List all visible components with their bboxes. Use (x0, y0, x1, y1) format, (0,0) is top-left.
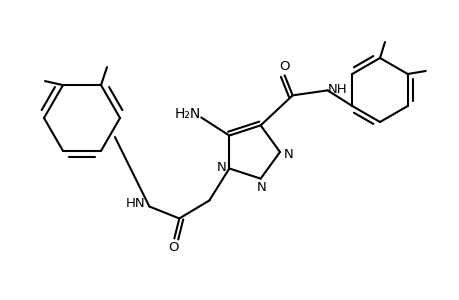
Text: N: N (284, 148, 293, 160)
Text: H₂N: H₂N (174, 106, 200, 121)
Text: HN: HN (125, 197, 145, 210)
Text: N: N (256, 181, 266, 194)
Text: O: O (279, 60, 289, 73)
Text: NH: NH (327, 83, 347, 96)
Text: O: O (168, 241, 178, 254)
Text: N: N (216, 161, 226, 174)
